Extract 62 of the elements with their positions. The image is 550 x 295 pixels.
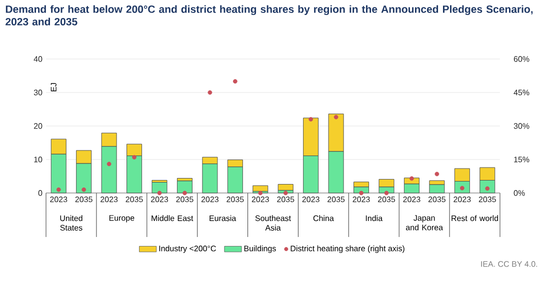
point (182, 190, 187, 196)
text: Southeast Asia (255, 215, 291, 231)
x-tick-label: 2023 (100, 196, 118, 202)
bar (176, 180, 192, 194)
y-tick-label: 0 (38, 190, 42, 196)
text: Middle East (152, 215, 194, 222)
chart-title: Demand for heat below 200°C and district heating shares by region in the Announced Pledges Scenario, 2023 and 2035 (6, 5, 533, 26)
y-tick-label: 10 (34, 156, 42, 162)
point (258, 190, 263, 196)
y-tick-label: 20 (34, 123, 42, 129)
legend-label: Buildings (244, 245, 276, 253)
x-tick-label: 2035 (478, 196, 496, 202)
x-tick-label: 2035 (176, 196, 194, 202)
legend-label: District heating share (right axis) (290, 245, 404, 253)
x-tick-label: 2023 (302, 196, 320, 202)
bar (278, 184, 294, 191)
text: China (313, 215, 334, 222)
x-tick-label: 2035 (226, 196, 244, 202)
y-axis-title: EJ (50, 83, 56, 92)
point (384, 190, 389, 196)
y2-tick-label: 30% (514, 123, 530, 129)
text: Japan and Korea (406, 215, 443, 230)
point (106, 162, 112, 166)
x-tick-label: 2023 (252, 196, 269, 202)
point (208, 90, 212, 95)
text: Europe (109, 215, 134, 222)
point (232, 79, 238, 84)
y2-tick-label: 15% (514, 156, 530, 162)
point (82, 187, 86, 192)
x-tick-label: 2035 (126, 196, 143, 202)
point (132, 155, 136, 160)
y2-tick-label: 60% (514, 56, 530, 62)
x-tick-label: 2023 (151, 196, 168, 202)
text: Eurasia (210, 215, 236, 222)
text: Rest of world (452, 215, 498, 222)
x-tick-label: 2035 (75, 196, 92, 202)
y-tick-label: 30 (34, 90, 42, 96)
legend-label: Industry <200°C (159, 245, 216, 253)
x-tick-label: 2023 (50, 196, 68, 202)
point (283, 190, 288, 196)
x-tick-label: 2023 (352, 196, 370, 202)
x-tick-label: 2035 (328, 196, 345, 202)
x-tick-label: 2023 (201, 196, 218, 202)
point (359, 190, 364, 196)
text: India (366, 215, 383, 222)
bar (429, 184, 445, 194)
x-tick-label: 2035 (378, 196, 396, 202)
point (434, 172, 440, 176)
text: IEA. CC BY 4.0. (481, 261, 538, 267)
text: United States (60, 215, 82, 231)
y2-tick-label: 45% (514, 90, 530, 96)
point (56, 187, 61, 192)
x-tick-label: 2023 (403, 196, 420, 202)
x-tick-label: 2035 (277, 196, 294, 202)
point (157, 190, 162, 196)
point (334, 114, 338, 120)
bar (152, 182, 168, 194)
y2-tick-label: 0% (514, 190, 525, 196)
y-tick-label: 40 (34, 56, 42, 62)
x-tick-label: 2023 (454, 196, 471, 202)
x-tick-label: 2035 (428, 196, 446, 202)
point (308, 117, 314, 122)
